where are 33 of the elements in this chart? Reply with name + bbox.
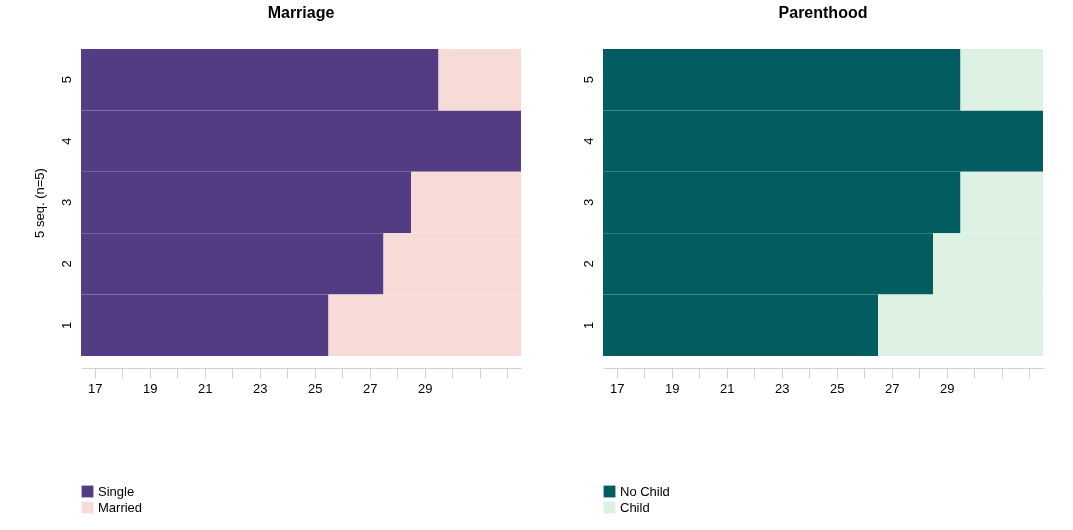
legend-label: No Child	[620, 483, 670, 499]
y-tick-label: 4	[58, 137, 74, 145]
bar	[438, 49, 521, 111]
x-tick-label: 25	[308, 380, 323, 396]
x-tick-label: 19	[143, 380, 158, 396]
x-tick-label: 27	[885, 380, 900, 396]
x-tick-label: 17	[88, 380, 103, 396]
x-tick-label: 25	[830, 380, 845, 396]
x-tick-label: 17	[610, 380, 625, 396]
chart-title: Marriage	[267, 4, 335, 21]
y-tick-label: 5	[58, 76, 74, 84]
x-tick-label: 23	[775, 380, 790, 396]
x-tick-label: 27	[363, 380, 378, 396]
y-tick-label: 4	[580, 137, 596, 145]
x-tick-label: 29	[940, 380, 955, 396]
legend-label: Single	[98, 483, 135, 499]
y-tick-label: 5	[580, 76, 596, 84]
x-tick-label: 19	[665, 380, 680, 396]
y-axis-title: 5 seq. (n=5)	[31, 168, 47, 238]
y-tick-label: 3	[58, 198, 74, 207]
y-tick-label: 2	[58, 260, 74, 268]
x-tick-label: 23	[253, 380, 268, 396]
x-tick-label: 21	[198, 380, 213, 396]
legend-label: Child	[620, 499, 650, 515]
legend-label: Married	[98, 499, 143, 515]
bar	[960, 49, 1043, 111]
y-tick-label: 2	[580, 260, 596, 268]
chart-title: Parenthood	[778, 4, 868, 21]
x-tick-label: 21	[720, 380, 735, 396]
x-tick-label: 29	[418, 380, 433, 396]
y-tick-label: 3	[580, 198, 596, 207]
y-tick-label: 1	[580, 321, 596, 329]
y-tick-label: 1	[58, 321, 74, 329]
